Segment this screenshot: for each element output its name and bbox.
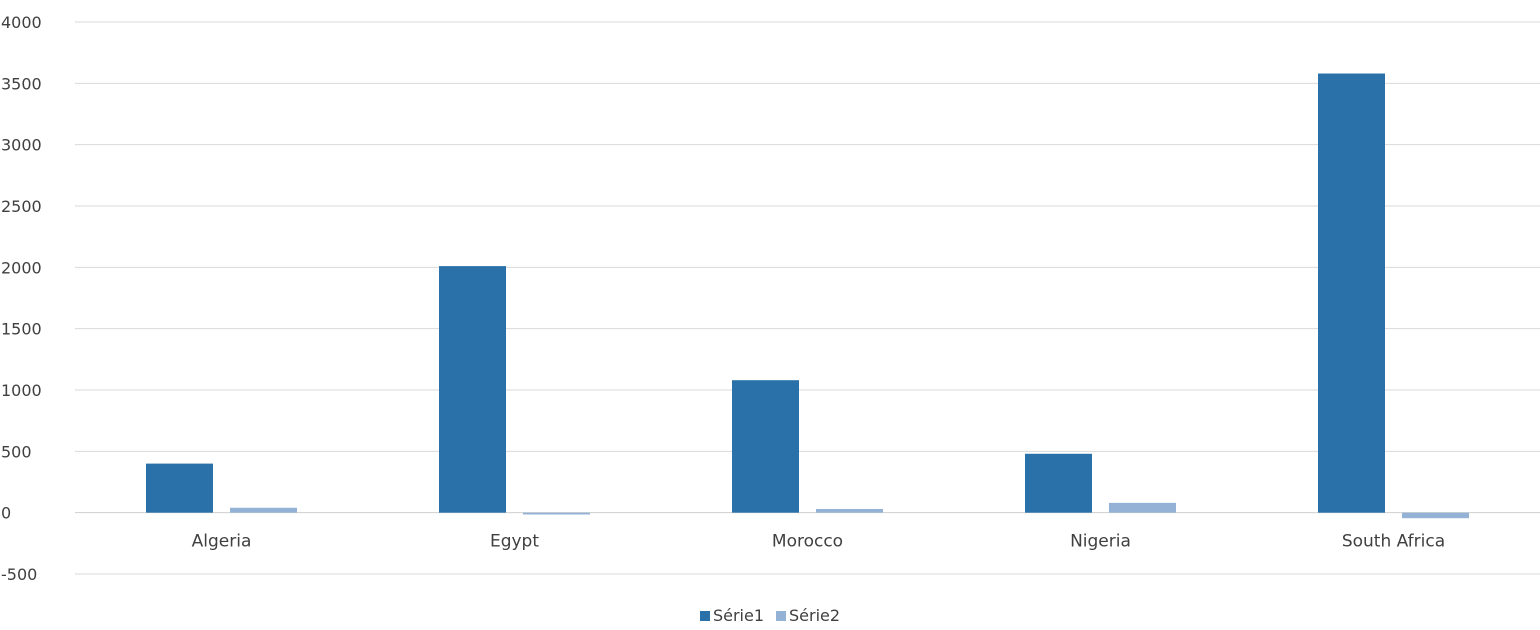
x-tick-label: South Africa	[1342, 532, 1445, 552]
bar-1-morocco	[732, 380, 799, 512]
bar-1-algeria	[146, 464, 213, 513]
bar-1-egypt	[439, 266, 506, 513]
legend-item-serie2: Série2	[776, 606, 840, 626]
bar-2-nigeria	[1109, 503, 1176, 513]
bar-1-south-africa	[1318, 74, 1385, 513]
x-tick-label: Algeria	[192, 532, 252, 552]
y-tick-label: -500	[1, 565, 37, 584]
y-tick-label: 0	[1, 504, 11, 523]
chart-plot: -500 0 500 1000 1500 2000 2500 3000 3500 4000 Alge…	[0, 0, 1540, 600]
y-tick-label: 3500	[1, 74, 42, 93]
bar-2-algeria	[230, 508, 297, 513]
x-tick-label: Nigeria	[1070, 532, 1131, 552]
y-tick-label: 3000	[1, 136, 42, 155]
x-tick-label: Egypt	[490, 532, 539, 552]
x-tick-label: Morocco	[772, 532, 843, 552]
bar-2-egypt	[523, 513, 590, 515]
y-tick-label: 2000	[1, 258, 42, 277]
legend: Série1 Série2	[0, 606, 1540, 626]
bar-2-morocco	[816, 509, 883, 513]
legend-swatch-serie1	[700, 611, 710, 621]
y-tick-label: 1000	[1, 381, 42, 400]
legend-label-serie1: Série1	[713, 606, 764, 626]
y-tick-label: 500	[1, 442, 32, 461]
legend-item-serie1: Série1	[700, 606, 764, 626]
bar-1-nigeria	[1025, 454, 1092, 513]
y-tick-label: 1500	[1, 320, 42, 339]
y-tick-label: 2500	[1, 197, 42, 216]
bar-2-south-africa	[1402, 513, 1469, 519]
legend-swatch-serie2	[776, 611, 786, 621]
legend-label-serie2: Série2	[789, 606, 840, 626]
y-tick-label: 4000	[1, 13, 42, 32]
